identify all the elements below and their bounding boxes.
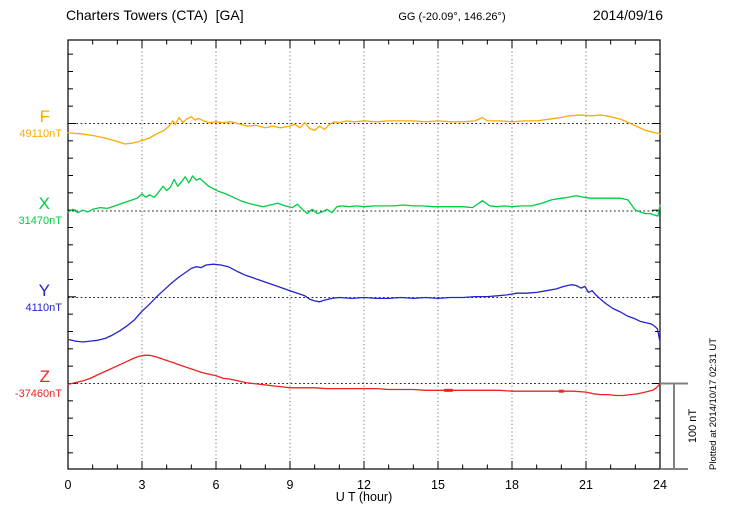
series-baseline-value-X: 31470nT [18, 215, 62, 227]
plot-frame [67, 39, 661, 470]
series-baseline-value-Y: 4110nT [25, 301, 63, 314]
trace-Y [67, 263, 661, 343]
series-name-F: F [39, 106, 50, 126]
series-label-Y: Y 4110nT [0, 280, 63, 316]
series-label-F: F 49110nT [0, 107, 62, 142]
x-tick-label: 12 [357, 478, 371, 492]
series-label-Z: Z -37460nT [0, 367, 62, 402]
x-tick-label: 0 [65, 478, 72, 492]
x-tick-label: 15 [431, 478, 445, 492]
x-tick-label: 9 [287, 478, 294, 492]
plotted-at-note: Plotted at 2014/10/17 02:31 UT [708, 338, 719, 470]
x-tick-label: 24 [653, 478, 667, 492]
series-label-X: X 31470nT [0, 194, 62, 229]
x-tick-label: 21 [579, 478, 593, 492]
trace-X [67, 175, 661, 217]
series-name-Y: Y [38, 280, 50, 300]
series-baseline-value-F: 49110nT [19, 127, 62, 140]
plot-date: 2014/09/16 [592, 7, 663, 23]
trace-Z [67, 354, 661, 397]
trace-F [67, 114, 661, 145]
scale-bar-label: 100 nT [687, 409, 699, 444]
series-name-Z: Z [39, 366, 50, 386]
x-tick-label: 6 [213, 478, 220, 492]
geographic-coordinates: GG (-20.09°, 146.26°) [398, 11, 506, 23]
x-tick-label: 18 [505, 478, 519, 492]
x-axis-label: U T (hour) [335, 490, 393, 504]
x-tick-label: 3 [139, 478, 146, 492]
series-name-X: X [38, 194, 50, 213]
station-title: Charters Towers (CTA) [GA] [66, 7, 244, 23]
series-baseline-value-Z: -37460nT [14, 387, 62, 400]
